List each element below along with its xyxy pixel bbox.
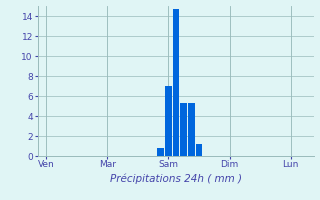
Bar [180, 103, 187, 156]
Bar [173, 9, 179, 156]
X-axis label: Précipitations 24h ( mm ): Précipitations 24h ( mm ) [110, 173, 242, 184]
Bar [157, 148, 164, 156]
Bar [165, 86, 172, 156]
Bar [196, 144, 202, 156]
Bar [188, 103, 195, 156]
